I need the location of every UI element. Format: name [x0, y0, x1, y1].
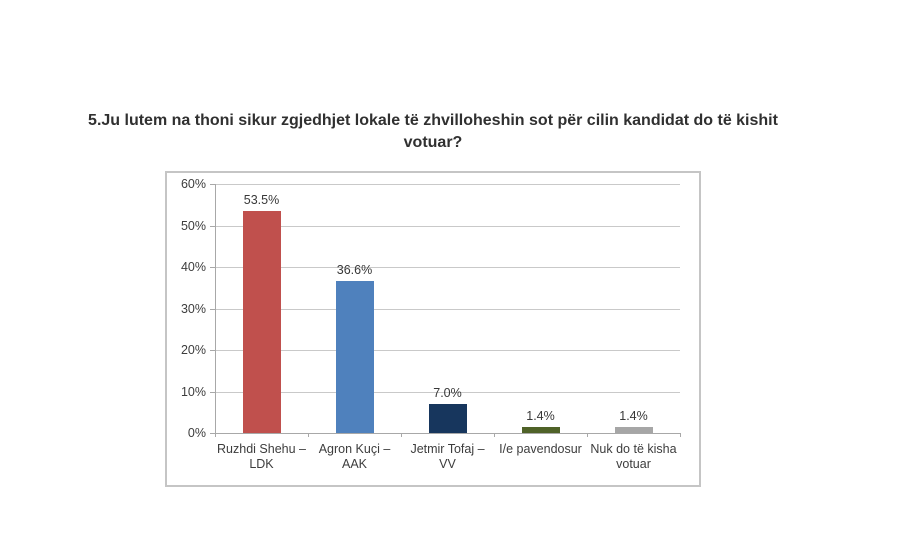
x-axis-category-label: Nuk do të kisha votuar [590, 442, 677, 471]
y-axis-tick-label: 40% [180, 260, 206, 274]
y-axis-tick-label: 50% [180, 218, 206, 233]
y-axis-tick-label: 60% [180, 177, 206, 191]
y-tick-mark [210, 433, 215, 434]
x-axis-category-label: Ruzhdi Shehu – LDK [217, 442, 306, 471]
y-axis-tick-label: 30% [180, 301, 206, 316]
bar-value-label: 1.4% [526, 409, 555, 424]
bar-2 [335, 281, 374, 433]
gridline-30 [215, 308, 680, 310]
bar-4 [521, 427, 560, 433]
bar-value-label: 7.0% [433, 385, 462, 400]
x-axis-category-label: Agron Kuçi – AAK [318, 442, 391, 471]
bar-1 [242, 210, 281, 433]
bar-3 [428, 403, 467, 433]
gridline-60 [215, 184, 680, 185]
x-axis-category-label: I/e pavendosur [499, 442, 582, 456]
x-tick-mark [308, 433, 309, 437]
y-tick-mark [210, 225, 215, 227]
bar-value-label: 1.4% [619, 409, 648, 424]
chart-frame: 53.5% 36.6% 7.0% 1.4% 1.4% 0% 10% 20% 30% 40% 50%… [165, 171, 701, 487]
y-tick-mark [210, 350, 215, 351]
x-tick-mark [494, 433, 495, 437]
gridline-50 [215, 225, 680, 227]
x-tick-mark [680, 433, 681, 437]
x-tick-mark [401, 433, 402, 437]
y-axis-line [215, 184, 216, 433]
gridline-10 [215, 391, 680, 393]
gridline-40 [215, 267, 680, 268]
bar-value-label: 53.5% [243, 192, 280, 207]
y-axis-tick-label: 10% [180, 384, 206, 399]
plot-area: 53.5% 36.6% 7.0% 1.4% 1.4% [215, 184, 680, 434]
y-tick-mark [210, 391, 215, 393]
y-tick-mark [210, 308, 215, 310]
x-tick-mark [587, 433, 588, 437]
gridline-0 [215, 433, 680, 434]
chart-question-title: 5.Ju lutem na thoni sikur zgjedhjet loka… [88, 112, 778, 152]
y-tick-mark [210, 267, 215, 268]
x-axis-category-label: Jetmir Tofaj – VV [410, 442, 485, 471]
y-axis-tick-label: 20% [180, 343, 206, 357]
y-axis-tick-label: 0% [187, 426, 206, 440]
bar-5 [614, 427, 653, 433]
x-tick-mark [215, 433, 216, 437]
y-tick-mark [210, 184, 215, 185]
bar-value-label: 36.6% [336, 263, 373, 278]
gridline-20 [215, 350, 680, 351]
